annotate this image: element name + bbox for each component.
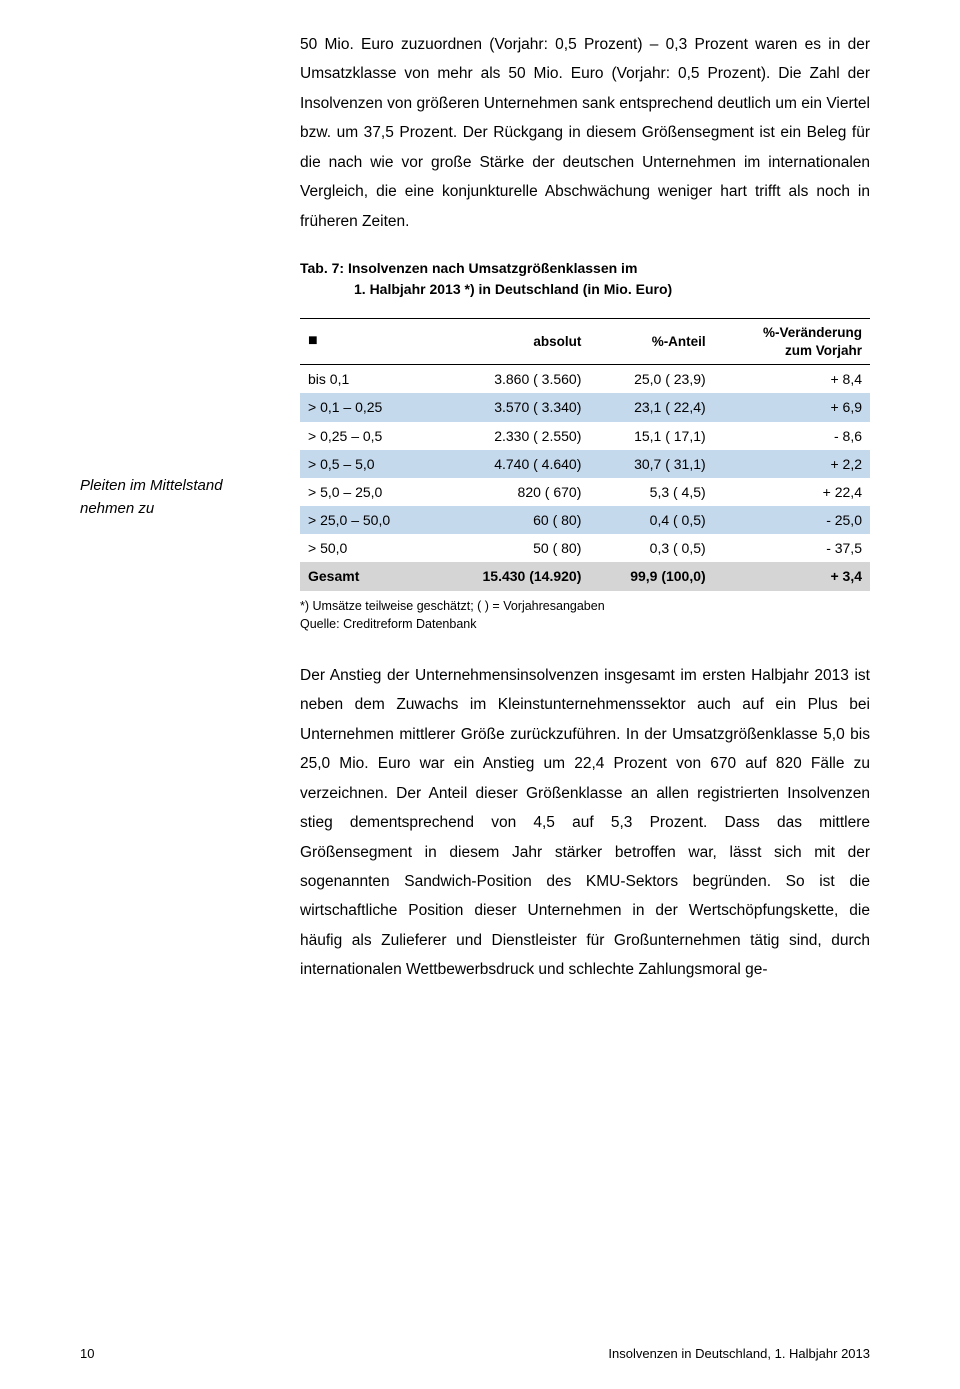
cell-change: - 8,6 xyxy=(714,422,870,450)
cell-anteil: 5,3 ( 4,5) xyxy=(589,478,713,506)
cell-label: Gesamt xyxy=(300,562,433,590)
footnote-line-2: Quelle: Creditreform Datenbank xyxy=(300,617,476,631)
cell-anteil: 25,0 ( 23,9) xyxy=(589,365,713,394)
cell-absolut: 4.740 ( 4.640) xyxy=(433,450,589,478)
cell-anteil: 0,4 ( 0,5) xyxy=(589,506,713,534)
header-absolut: absolut xyxy=(433,319,589,365)
cell-change: - 37,5 xyxy=(714,534,870,562)
paragraph-top: 50 Mio. Euro zuzuordnen (Vorjahr: 0,5 Pr… xyxy=(300,30,870,236)
page-footer: 10 Insolvenzen in Deutschland, 1. Halbja… xyxy=(0,1342,960,1367)
cell-change: + 2,2 xyxy=(714,450,870,478)
cell-anteil: 30,7 ( 31,1) xyxy=(589,450,713,478)
caption-line-2: 1. Halbjahr 2013 *) in Deutschland (in M… xyxy=(300,279,870,300)
table-total-row: Gesamt15.430 (14.920)99,9 (100,0)+ 3,4 xyxy=(300,562,870,590)
cell-absolut: 15.430 (14.920) xyxy=(433,562,589,590)
cell-change: + 22,4 xyxy=(714,478,870,506)
margin-note: Pleiten im Mittelstand nehmen zu xyxy=(80,475,275,520)
header-change: %-Veränderung zum Vorjahr xyxy=(714,319,870,365)
cell-absolut: 3.570 ( 3.340) xyxy=(433,393,589,421)
page-number: 10 xyxy=(80,1342,94,1367)
cell-label: > 0,1 – 0,25 xyxy=(300,393,433,421)
table-footnote: *) Umsätze teilweise geschätzt; ( ) = Vo… xyxy=(300,597,870,633)
cell-change: - 25,0 xyxy=(714,506,870,534)
header-change-sub: zum Vorjahr xyxy=(722,342,862,360)
table-row: > 0,1 – 0,253.570 ( 3.340)23,1 ( 22,4)+ … xyxy=(300,393,870,421)
cell-absolut: 60 ( 80) xyxy=(433,506,589,534)
table-caption: Tab. 7: Insolvenzen nach Umsatzgrößenkla… xyxy=(300,258,870,300)
cell-change: + 6,9 xyxy=(714,393,870,421)
cell-anteil: 99,9 (100,0) xyxy=(589,562,713,590)
cell-absolut: 820 ( 670) xyxy=(433,478,589,506)
cell-label: > 5,0 – 25,0 xyxy=(300,478,433,506)
footer-title: Insolvenzen in Deutschland, 1. Halbjahr … xyxy=(608,1342,870,1367)
cell-absolut: 50 ( 80) xyxy=(433,534,589,562)
cell-absolut: 2.330 ( 2.550) xyxy=(433,422,589,450)
cell-label: > 50,0 xyxy=(300,534,433,562)
cell-anteil: 0,3 ( 0,5) xyxy=(589,534,713,562)
table-row: > 50,050 ( 80)0,3 ( 0,5)- 37,5 xyxy=(300,534,870,562)
cell-change: + 8,4 xyxy=(714,365,870,394)
insolvency-table: ■ absolut %-Anteil %-Veränderung zum Vor… xyxy=(300,318,870,591)
cell-label: > 0,5 – 5,0 xyxy=(300,450,433,478)
header-anteil: %-Anteil xyxy=(589,319,713,365)
footnote-line-1: *) Umsätze teilweise geschätzt; ( ) = Vo… xyxy=(300,599,605,613)
cell-label: > 0,25 – 0,5 xyxy=(300,422,433,450)
table-row: > 25,0 – 50,060 ( 80)0,4 ( 0,5)- 25,0 xyxy=(300,506,870,534)
table-row: bis 0,13.860 ( 3.560)25,0 ( 23,9)+ 8,4 xyxy=(300,365,870,394)
cell-change: + 3,4 xyxy=(714,562,870,590)
cell-label: > 25,0 – 50,0 xyxy=(300,506,433,534)
paragraph-bottom: Der Anstieg der Unternehmensinsolvenzen … xyxy=(300,661,870,985)
table-header-row: ■ absolut %-Anteil %-Veränderung zum Vor… xyxy=(300,319,870,365)
table-row: > 0,5 – 5,04.740 ( 4.640)30,7 ( 31,1)+ 2… xyxy=(300,450,870,478)
cell-label: bis 0,1 xyxy=(300,365,433,394)
header-change-top: %-Veränderung xyxy=(763,325,862,340)
header-marker: ■ xyxy=(300,319,433,365)
cell-anteil: 23,1 ( 22,4) xyxy=(589,393,713,421)
cell-absolut: 3.860 ( 3.560) xyxy=(433,365,589,394)
table-row: > 0,25 – 0,52.330 ( 2.550)15,1 ( 17,1)- … xyxy=(300,422,870,450)
cell-anteil: 15,1 ( 17,1) xyxy=(589,422,713,450)
table-row: > 5,0 – 25,0820 ( 670)5,3 ( 4,5)+ 22,4 xyxy=(300,478,870,506)
caption-line-1: Tab. 7: Insolvenzen nach Umsatzgrößenkla… xyxy=(300,260,637,276)
